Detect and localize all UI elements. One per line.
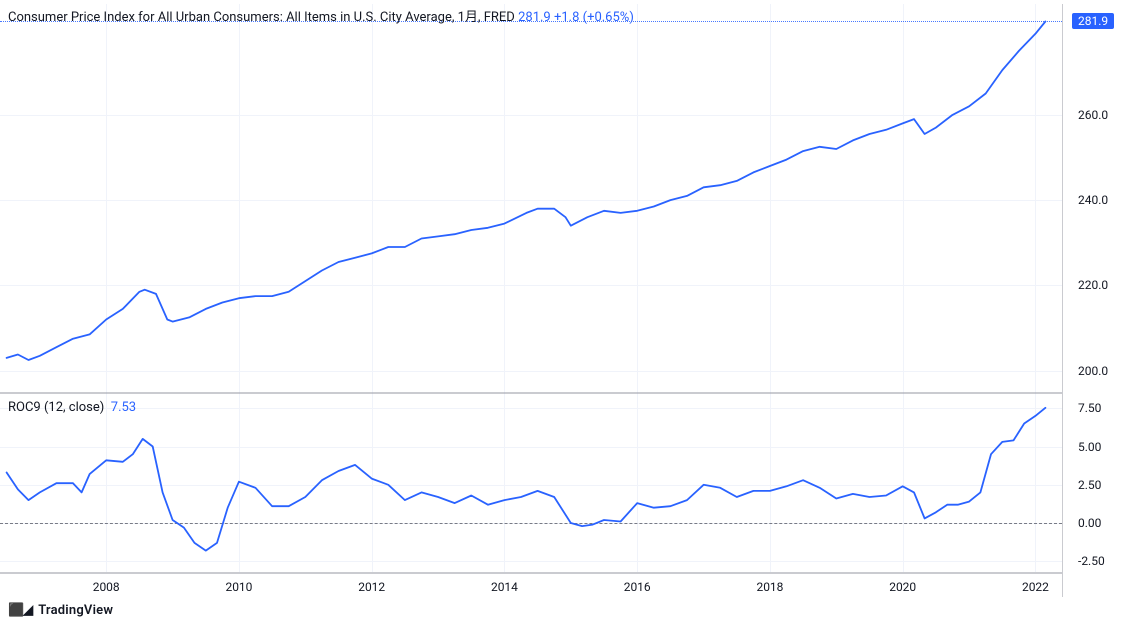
chart-svg[interactable] <box>0 0 1062 572</box>
y-axis-label: -2.50 <box>1078 554 1105 568</box>
chart-container: 2008 2010 2012 2014 2016 2018 2020 2022 200.0 220… <box>0 0 1134 624</box>
x-axis-label: 2022 <box>1022 580 1049 594</box>
x-axis-label: 2010 <box>225 580 252 594</box>
chart-title: Consumer Price Index for All Urban Consu… <box>8 10 515 25</box>
attribution-text: TradingView <box>38 603 113 618</box>
y-axis-label: 200.0 <box>1078 364 1108 378</box>
y-axis-label: 0.00 <box>1078 516 1101 530</box>
x-axis-label: 2014 <box>491 580 518 594</box>
y-axis-label: 220.0 <box>1078 278 1108 292</box>
attribution[interactable]: ⬛◢ TradingView <box>8 603 113 618</box>
roc-line <box>7 408 1046 551</box>
indicator-value: 7.53 <box>111 400 136 415</box>
tradingview-logo-icon: ⬛◢ <box>8 603 32 618</box>
chart-value: 281.9 <box>518 10 551 25</box>
x-axis-label: 2020 <box>889 580 916 594</box>
indicator-title: ROC9 (12, close) <box>8 400 104 415</box>
cpi-line <box>7 22 1046 361</box>
y-axis-label: 260.0 <box>1078 108 1108 122</box>
axis-line <box>1062 4 1063 597</box>
chart-header[interactable]: Consumer Price Index for All Urban Consu… <box>8 6 634 25</box>
x-axis-label: 2012 <box>358 580 385 594</box>
y-axis-label: 240.0 <box>1078 193 1108 207</box>
x-axis-label: 2016 <box>624 580 651 594</box>
panel-separator <box>0 572 1062 574</box>
x-axis-label: 2008 <box>93 580 120 594</box>
chart-change: +1.8 <box>554 10 579 25</box>
current-price-badge: 281.9 <box>1072 13 1114 29</box>
chart-pct: (+0.65%) <box>583 10 634 25</box>
y-axis-label: 5.00 <box>1078 440 1101 454</box>
y-axis-label: 7.50 <box>1078 401 1101 415</box>
x-axis-label: 2018 <box>756 580 783 594</box>
indicator-header[interactable]: ROC9 (12, close) 7.53 <box>8 400 136 415</box>
y-axis-label: 2.50 <box>1078 478 1101 492</box>
